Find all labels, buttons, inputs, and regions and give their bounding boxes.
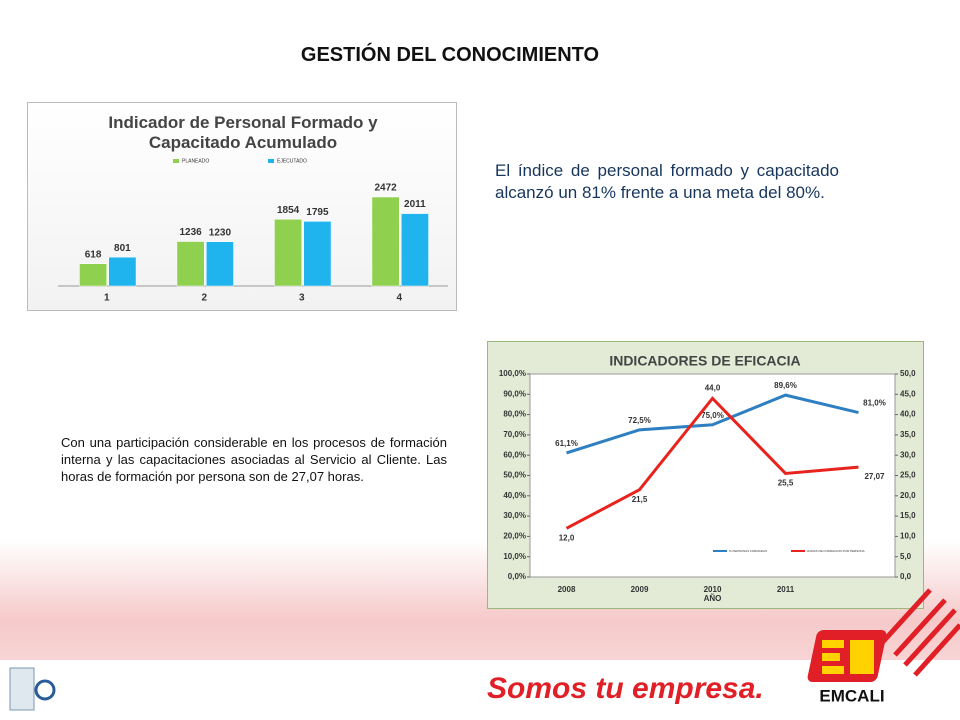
x-tick-label: 4 [396, 293, 402, 304]
bar [206, 241, 234, 287]
chart-title: Indicador de Personal Formado y Capacita… [108, 113, 378, 152]
y2-tick-label: 15,0 [900, 511, 916, 520]
bar [274, 219, 302, 287]
y-tick-label: 50,0% [503, 471, 526, 480]
data-label: 21,5 [632, 495, 648, 504]
data-label: 72,5% [628, 416, 651, 425]
y-tick-label: 40,0% [503, 491, 526, 500]
data-label: 12,0 [559, 533, 575, 542]
bar [108, 256, 137, 287]
data-label: 25,5 [778, 479, 794, 488]
y2-tick-label: 35,0 [900, 430, 916, 439]
x-tick-label: 2010 [704, 585, 722, 594]
y-tick-label: 60,0% [503, 450, 526, 459]
y2-tick-label: 45,0 [900, 389, 916, 398]
slogan: Somos tu empresa. [487, 672, 764, 705]
data-label: 61,1% [555, 439, 578, 448]
data-label: 89,6% [774, 381, 797, 390]
stripes [878, 588, 960, 677]
y-tick-label: 80,0% [503, 410, 526, 419]
plot: PLANEADO 618 1236 1854 2472 EJECUTADO 801 1230 1… [58, 158, 448, 304]
y2-tick-label: 5,0 [900, 552, 912, 561]
x-tick-label: 2009 [631, 585, 649, 594]
y2-tick-label: 40,0 [900, 410, 916, 419]
legend-label: HORAS DE FORMACION POR PERSONA [807, 549, 865, 553]
x-tick-label: 2011 [777, 585, 795, 594]
y-tick-label: 0,0% [508, 572, 526, 581]
bar [401, 213, 429, 287]
chart-title: INDICADORES DE EFICACIA [609, 353, 800, 369]
footer-band [0, 660, 960, 720]
series-line [565, 396, 859, 530]
bar [303, 221, 332, 287]
data-label: 75,0% [701, 411, 724, 420]
data-label: 27,07 [864, 472, 885, 481]
data-label: 2472 [374, 183, 397, 194]
y-tick-label: 20,0% [503, 532, 526, 541]
legend-label: EJECUTADO [277, 158, 307, 164]
series-line [566, 393, 859, 455]
data-label: 801 [114, 243, 131, 254]
x-tick-label: 2008 [558, 585, 576, 594]
legend-label: PLANEADO [182, 158, 209, 164]
legend-swatch [268, 159, 274, 163]
data-label: 618 [85, 249, 102, 260]
data-label: 2011 [404, 199, 426, 210]
em-logo [807, 630, 887, 682]
cert-logos [9, 667, 56, 711]
y-tick-label: 70,0% [503, 430, 526, 439]
brand: EMCALI [819, 686, 884, 705]
bar [176, 241, 205, 287]
bar [79, 263, 107, 287]
x-axis-label: AÑO [704, 594, 722, 603]
plot: INDICADORES DE EFICACIA 0,0% 10,0% 20,0% 30,… [499, 353, 916, 603]
y2-tick-label: 20,0 [900, 491, 916, 500]
paragraph: El índice de personal formado y capacita… [495, 161, 839, 202]
data-label: 1230 [209, 227, 232, 238]
data-label: 1236 [179, 227, 202, 238]
line-chart: INDICADORES DE EFICACIA 0,0% 10,0% 20,0% 30,… [487, 341, 924, 609]
y2-tick-label: 50,0 [900, 369, 916, 378]
bar [371, 196, 400, 287]
data-label: 81,0% [863, 399, 886, 408]
bar-chart: Indicador de Personal Formado y Capacita… [27, 102, 457, 311]
y2-tick-label: 0,0 [900, 572, 912, 581]
y2-tick-label: 30,0 [900, 450, 916, 459]
data-label: 1795 [306, 207, 329, 218]
x-tick-label: 3 [299, 293, 305, 304]
legend-label: % PERSONAS FORMADAS [729, 549, 767, 553]
paragraph: Con una participación considerable en lo… [61, 435, 447, 484]
x-tick-label: 1 [104, 293, 110, 304]
y-tick-label: 30,0% [503, 511, 526, 520]
y2-tick-label: 25,0 [900, 471, 916, 480]
y-tick-label: 90,0% [503, 389, 526, 398]
data-label: 1854 [277, 205, 300, 216]
slide-title: GESTIÓN DEL CONOCIMIENTO [300, 44, 600, 66]
y-tick-label: 100,0% [499, 369, 526, 378]
x-tick-label: 2 [201, 293, 207, 304]
legend-swatch [173, 159, 179, 163]
data-label: 44,0 [705, 383, 721, 392]
y2-tick-label: 10,0 [900, 532, 916, 541]
y-tick-label: 10,0% [503, 552, 526, 561]
